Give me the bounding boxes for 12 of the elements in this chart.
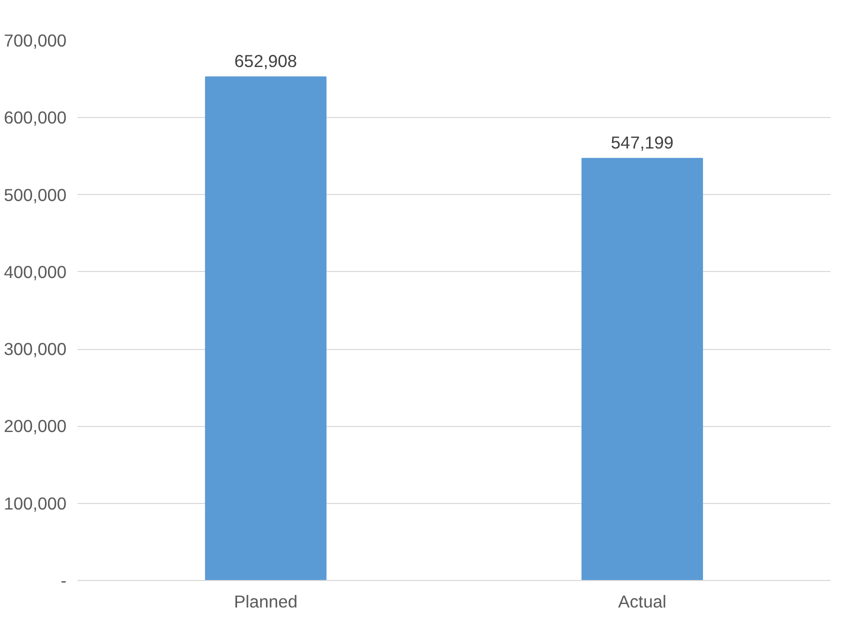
x-tick-label: Planned [234,592,298,612]
data-label: 652,908 [234,50,298,71]
y-tick-label: - [60,570,67,590]
data-label: 547,199 [610,132,674,152]
y-tick-label: 400,000 [4,262,67,282]
y-tick-label: 100,000 [4,493,67,514]
y-tick-label: 300,000 [4,339,67,360]
y-tick-label: 200,000 [4,416,67,436]
x-tick-label: Actual [618,592,666,612]
y-tick-label: 500,000 [4,184,67,205]
y-tick-label: 700,000 [4,30,67,50]
y-tick-label: 600,000 [4,108,67,128]
